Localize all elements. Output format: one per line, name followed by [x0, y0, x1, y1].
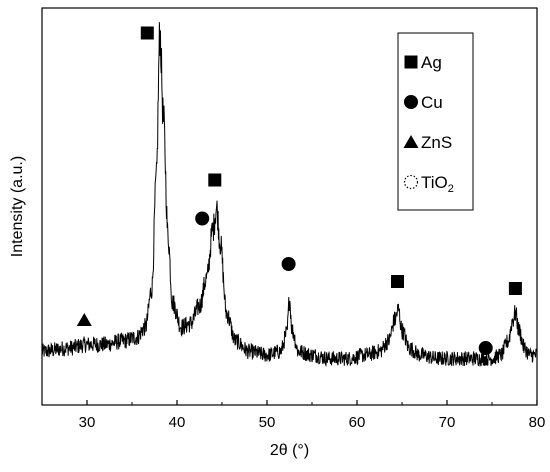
- x-axis-tick-labels: 30 40 50 60 70 80: [79, 414, 546, 431]
- plot-frame: [41, 7, 538, 406]
- x-tick-label: 60: [349, 414, 366, 431]
- square-marker: [140, 26, 154, 40]
- y-axis-title: Intensity (a.u.): [9, 156, 26, 257]
- legend-label: ZnS: [421, 133, 452, 152]
- triangle-marker: [76, 313, 92, 326]
- x-tick-label: 80: [529, 414, 546, 431]
- legend-circle-symbol: [404, 95, 418, 109]
- square-marker: [508, 282, 522, 295]
- x-tick-label: 50: [259, 414, 276, 431]
- circle-marker: [281, 257, 296, 271]
- circle-marker: [195, 211, 210, 226]
- legend-label: Cu: [421, 93, 443, 112]
- x-tick-label: 30: [79, 414, 96, 431]
- x-axis-ticks: [86, 400, 538, 405]
- x-tick-label: 40: [169, 414, 186, 431]
- square-marker: [208, 173, 222, 187]
- legend-square-symbol: [404, 55, 418, 69]
- legend: Ag Cu ZnS TiO2: [397, 32, 474, 211]
- x-axis-title: 2θ (°): [270, 442, 309, 459]
- x-tick-label: 70: [439, 414, 456, 431]
- series-line: [41, 22, 538, 368]
- legend-label: Ag: [421, 53, 442, 72]
- legend-label: TiO2: [421, 173, 454, 195]
- circle-marker: [478, 341, 493, 355]
- square-marker: [391, 275, 404, 288]
- legend-triangle-symbol: [403, 135, 419, 148]
- legend-box: [397, 32, 474, 211]
- peak-markers: [76, 26, 522, 355]
- legend-dotted-circle-symbol: [403, 174, 419, 190]
